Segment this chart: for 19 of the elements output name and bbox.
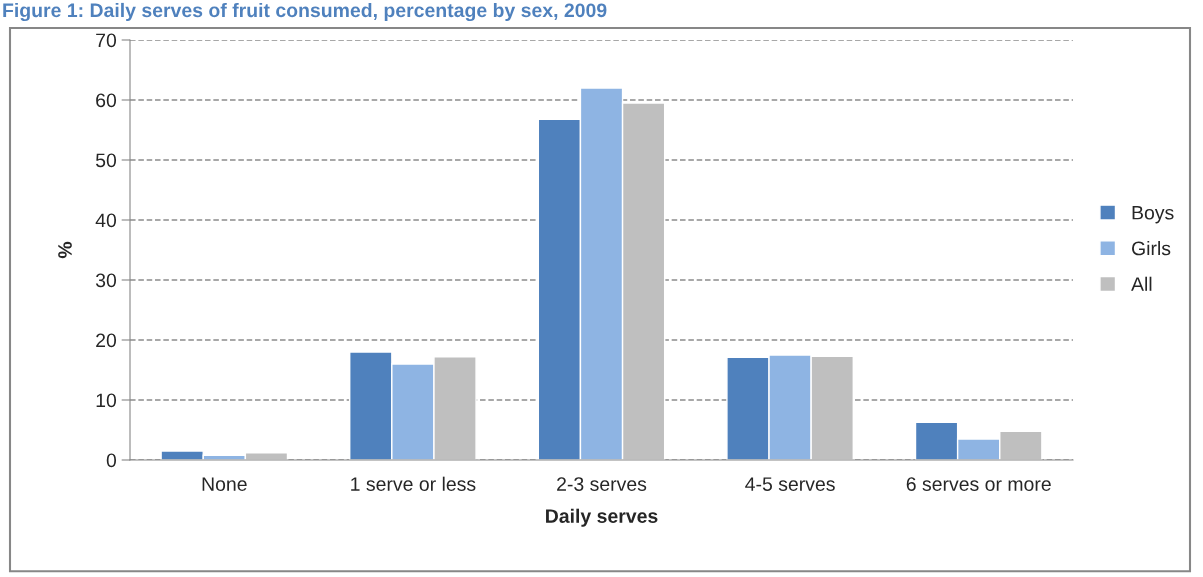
legend-label: Boys bbox=[1132, 205, 1174, 224]
y-tick-label: 10 bbox=[96, 393, 117, 408]
x-axis-title: Daily serves bbox=[546, 508, 658, 527]
y-tick-label: 40 bbox=[95, 213, 117, 228]
y-axis-title: % bbox=[58, 241, 72, 259]
y-tick-label: 0 bbox=[106, 453, 117, 468]
x-tick-label: None bbox=[202, 477, 247, 491]
y-tick-label: 30 bbox=[95, 273, 117, 288]
x-tick-label: 6 serves or more bbox=[906, 477, 1051, 491]
y-tick-label: 20 bbox=[96, 333, 117, 348]
x-tick-label: 1 serve or less bbox=[351, 476, 476, 491]
y-tick-label: 60 bbox=[96, 93, 117, 108]
y-tick-label: 50 bbox=[95, 153, 117, 168]
x-tick-label: 2-3 serves bbox=[557, 477, 647, 491]
x-tick-label: 4-5 serves bbox=[745, 477, 835, 491]
legend-label: All bbox=[1131, 276, 1152, 291]
legend-label: Girls bbox=[1132, 240, 1171, 256]
y-tick-label: 70 bbox=[96, 33, 117, 48]
chart-title: Figure 1: Daily serves of fruit consumed, percentage by sex, 2009 bbox=[3, 2, 607, 22]
